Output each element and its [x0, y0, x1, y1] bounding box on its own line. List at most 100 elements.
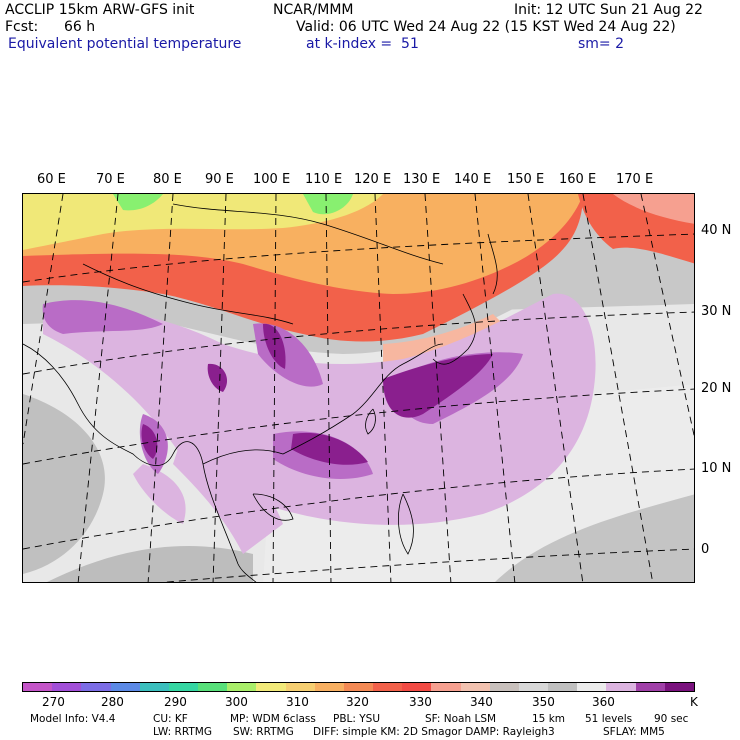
colorbar-swatch [606, 683, 636, 691]
dark-purple-sichuan [263, 323, 286, 369]
dark-purple-myanmar [207, 363, 228, 392]
footer-item: 15 km [532, 713, 566, 725]
light-purple-indochina [173, 434, 283, 554]
lon-label: 90 E [205, 172, 234, 187]
lon-label: 140 E [454, 172, 492, 187]
southern-ocean-shading [47, 545, 253, 582]
border-mongolia [172, 203, 444, 265]
colorbar [22, 682, 695, 692]
map-panel [22, 193, 695, 583]
lon-line [147, 194, 174, 582]
lon-label: 160 E [559, 172, 597, 187]
colorbar-swatch [110, 683, 140, 691]
coastlines [23, 203, 498, 582]
lon-label: 70 E [96, 172, 125, 187]
green-patch-east [303, 194, 353, 215]
colorbar-unit: K [690, 695, 698, 709]
colorbar-swatch [314, 683, 344, 691]
lon-label: 100 E [253, 172, 291, 187]
lon-label: 170 E [616, 172, 654, 187]
lon-line [640, 194, 694, 438]
colorbar-swatch [168, 683, 199, 691]
coastline-philippines [398, 493, 414, 555]
footer-item: 90 sec [654, 713, 689, 725]
colorbar-swatch [402, 683, 432, 691]
colorbar-tick-label: 320 [346, 695, 369, 709]
colorbar-tick-label: 290 [164, 695, 187, 709]
graticule [23, 194, 694, 582]
colorbar-tick-label: 270 [42, 695, 65, 709]
lat-label: 40 N [701, 223, 732, 238]
dark-purple-bengal [141, 424, 158, 459]
lat-line [23, 388, 694, 465]
colorbar-swatch [256, 683, 286, 691]
lon-line [272, 194, 277, 582]
coastline-japan [432, 293, 476, 365]
coastline-south-asia [23, 343, 257, 582]
forecast-label: Fcst: [5, 19, 39, 35]
init-time: Init: 12 UTC Sun 21 Aug 22 [514, 2, 703, 18]
valid-time: Valid: 06 UTC Wed 24 Aug 22 (15 KST Wed … [296, 19, 676, 35]
footer-item: 51 levels [585, 713, 633, 725]
colorbar-swatch [635, 683, 665, 691]
lat-line [23, 311, 694, 375]
lon-line [374, 194, 392, 582]
footer-item: SFLAY: MM5 [603, 726, 665, 738]
footer-item: CU: KF [153, 713, 188, 725]
pink-edge [383, 314, 503, 362]
lon-line [325, 194, 332, 582]
colorbar-swatch [518, 683, 549, 691]
coastline-vietnam [252, 493, 294, 521]
colorbar-swatch [81, 683, 111, 691]
light-purple-bengal [133, 464, 186, 524]
ne-pacific-pink [613, 194, 694, 224]
lon-line [474, 194, 516, 582]
lon-line [527, 194, 584, 582]
lon-label: 150 E [507, 172, 545, 187]
colorbar-swatch [489, 683, 519, 691]
lat-label: 20 N [701, 381, 732, 396]
coastline-china [202, 343, 444, 465]
colorbar-tick-label: 300 [225, 695, 248, 709]
colorbar-tick-label: 360 [592, 695, 615, 709]
coastline-taiwan [365, 408, 376, 435]
lat-label: 0 [701, 542, 710, 557]
field-name: Equivalent potential temperature [8, 36, 242, 52]
colorbar-tick-label: 310 [286, 695, 309, 709]
smoothing-label: sm= 2 [578, 36, 625, 52]
indian-ocean-shading [23, 394, 105, 574]
footer-item: SW: RRTMG [233, 726, 294, 738]
footer-item: MP: WDM 6class [230, 713, 316, 725]
lon-label: 60 E [37, 172, 66, 187]
footer-item: SF: Noah LSM [425, 713, 497, 725]
colorbar-swatch [373, 683, 403, 691]
colorbar-swatch [198, 683, 228, 691]
footer-item: Model Info: V4.4 [30, 713, 116, 725]
colorbar-swatch [23, 683, 53, 691]
theta-e-map [23, 194, 694, 582]
colorbar-swatch [577, 683, 607, 691]
lon-label: 130 E [403, 172, 441, 187]
lon-line [582, 194, 654, 582]
colorbar-swatch [139, 683, 169, 691]
lat-label: 30 N [701, 304, 732, 319]
green-patch-west [113, 194, 163, 211]
colorbar-swatch [460, 683, 490, 691]
colorbar-swatch [227, 683, 257, 691]
lat-line [23, 468, 694, 550]
footer-item: PBL: YSU [333, 713, 381, 725]
colorbar-swatch [548, 683, 578, 691]
center-label: NCAR/MMM [273, 2, 354, 18]
lat-line [161, 548, 694, 582]
model-title: ACCLIP 15km ARW-GFS init [5, 2, 195, 18]
colorbar-tick-label: 330 [409, 695, 432, 709]
colorbar-swatch [664, 683, 694, 691]
yellow-band [23, 194, 383, 250]
colorbar-swatch [52, 683, 82, 691]
light-purple-region [43, 293, 596, 525]
sw-pacific-shading [495, 494, 694, 582]
colorbar-tick-label: 350 [532, 695, 555, 709]
coastline-sakhalin [487, 233, 498, 295]
lat-label: 10 N [701, 461, 732, 476]
lon-label: 110 E [305, 172, 343, 187]
